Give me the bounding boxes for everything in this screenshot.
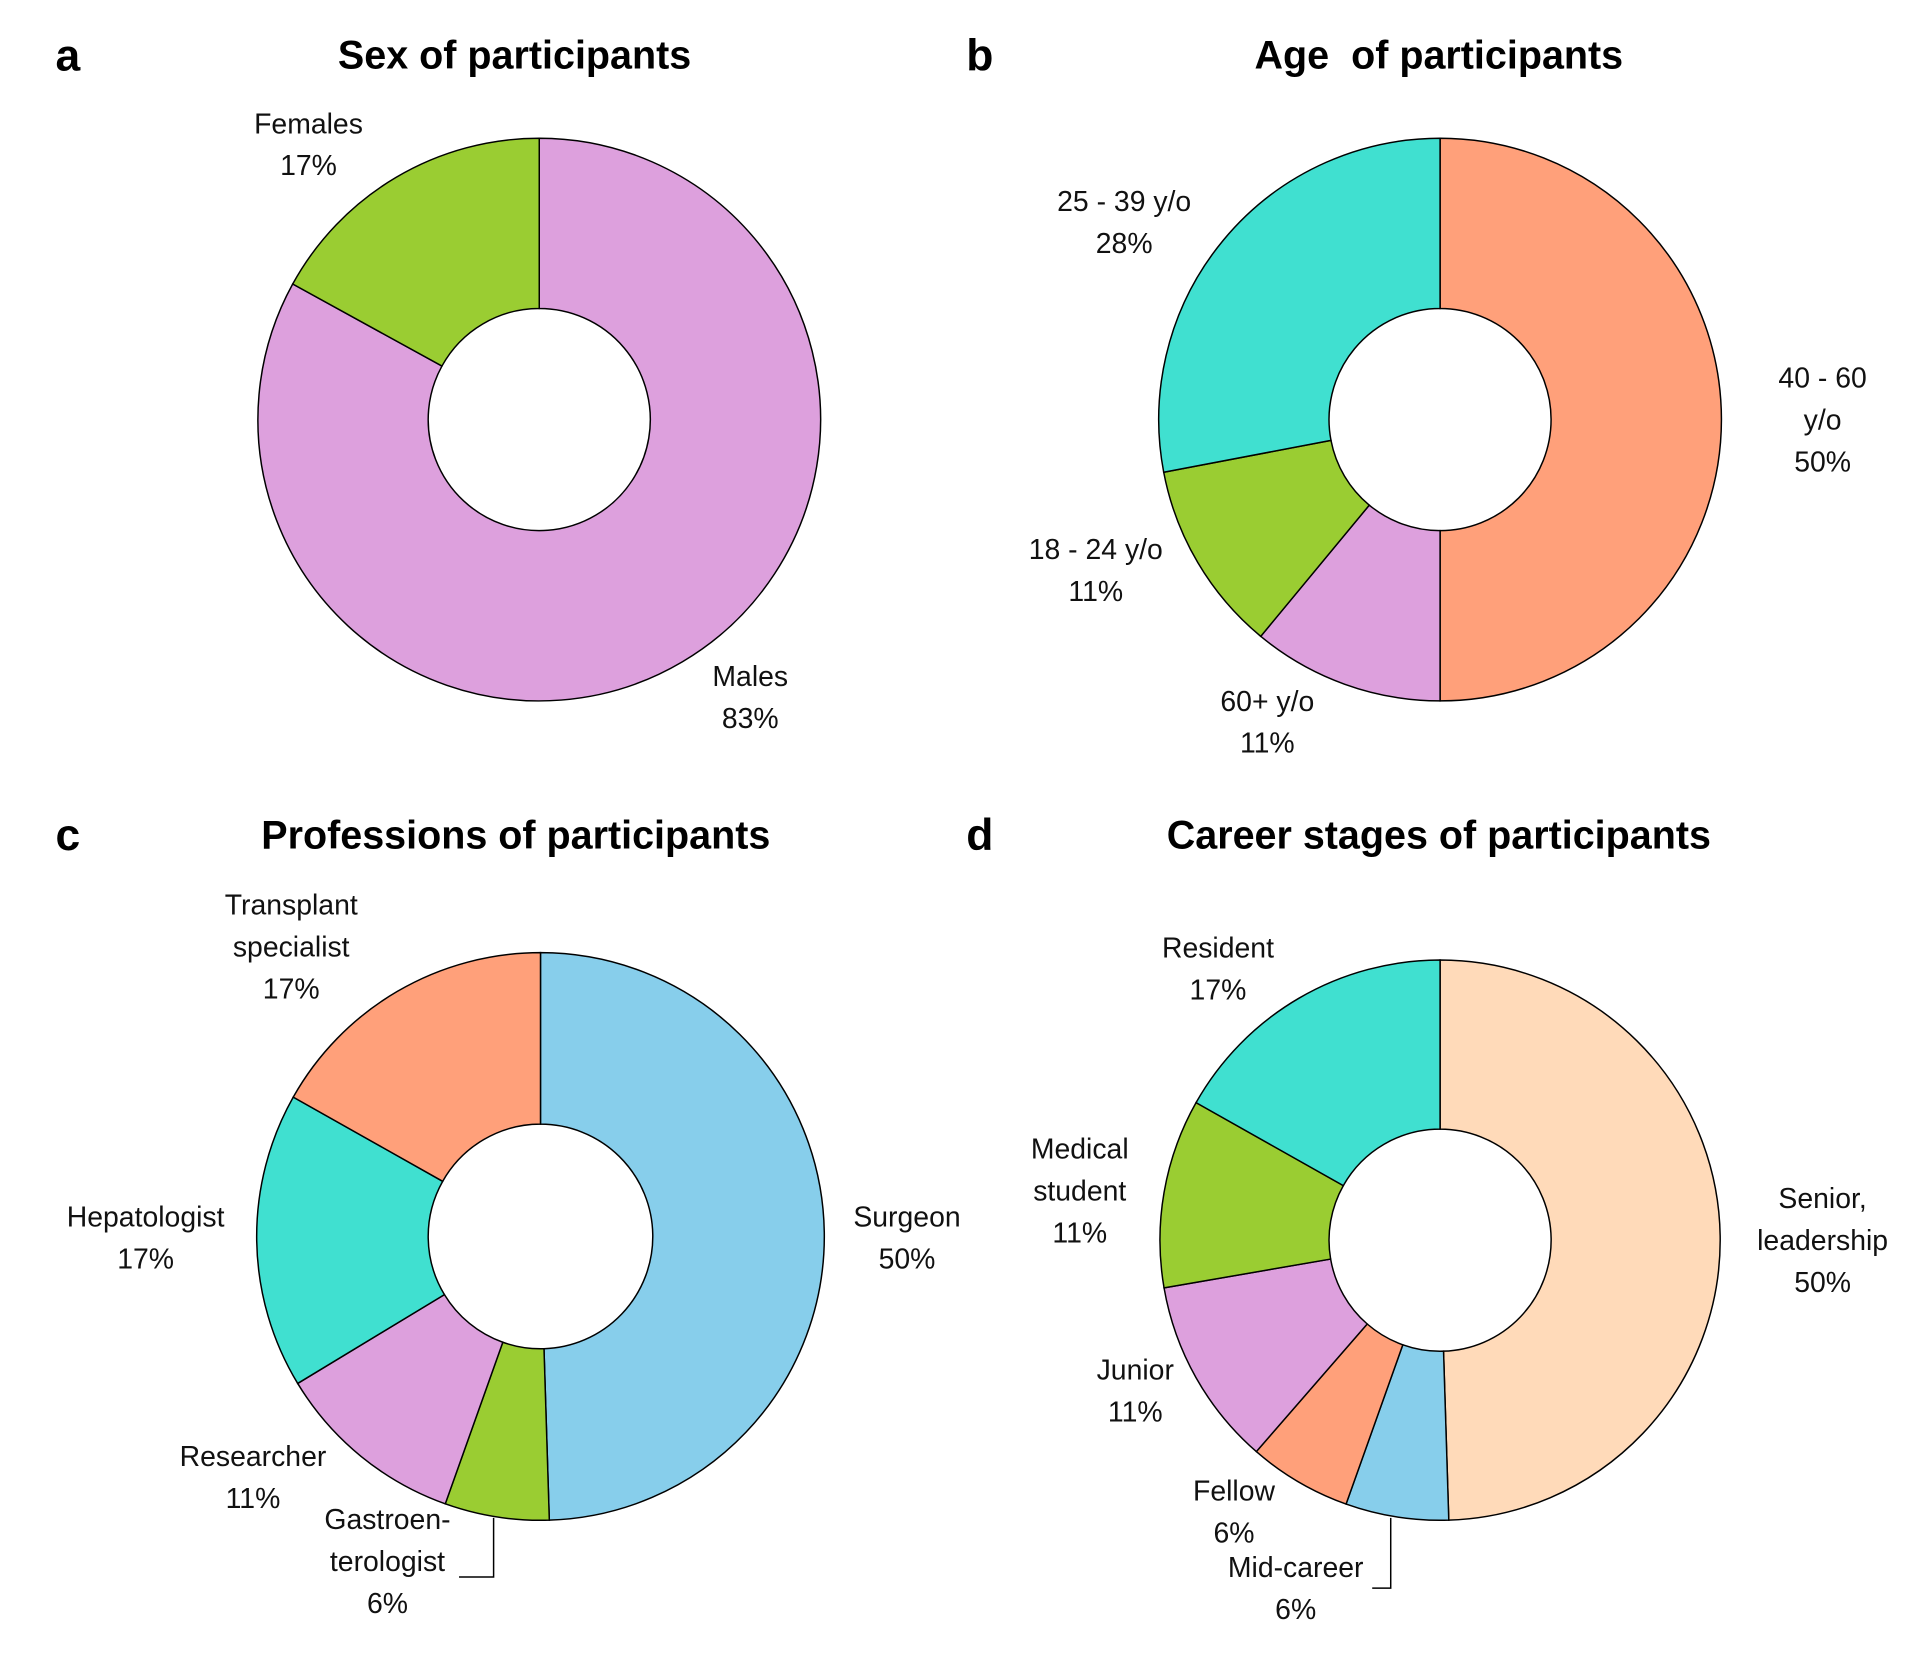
category-label: Junior (1096, 1353, 1174, 1386)
value-label: 17% (262, 972, 320, 1005)
category-label: Surgeon (853, 1200, 961, 1233)
value-label: 6% (366, 1586, 408, 1620)
slice-label: Transplant specialist 17% (225, 884, 358, 1010)
value-label: 6% (1275, 1593, 1317, 1626)
slice-label: Senior, leadership 50% (1757, 1177, 1888, 1303)
category-label: Fellow (1192, 1474, 1276, 1507)
slice (291, 137, 540, 368)
leader-line (1372, 1517, 1392, 1589)
category-label: Males (712, 660, 789, 693)
value-label: 17% (117, 1242, 175, 1275)
slice (1195, 959, 1441, 1187)
value-label: 11% (1068, 575, 1124, 608)
slice (296, 1293, 504, 1505)
slice (1159, 1101, 1345, 1289)
value-label: 28% (1095, 227, 1153, 260)
value-label: 11% (1052, 1216, 1108, 1249)
category-label: Medical student (1030, 1132, 1129, 1207)
category-label: Mid-career (1227, 1551, 1364, 1584)
value-label: 83% (721, 702, 779, 735)
panel-label: c (55, 809, 81, 861)
category-label: Hepatologist (66, 1200, 225, 1233)
chart-title: Career stages of participants (1166, 812, 1711, 858)
category-label: Gastroen- terologist (324, 1503, 451, 1578)
slice-label: Hepatologist 17% (67, 1196, 225, 1280)
slice-label: 60+ y/o 11% (1220, 680, 1314, 764)
value-label: 50% (878, 1242, 936, 1275)
leader-line (459, 1517, 495, 1578)
category-label: 40 - 60 y/o (1778, 361, 1867, 436)
chart-title: Sex of participants (337, 32, 692, 78)
slice-label: Resident 17% (1162, 927, 1274, 1011)
slice-label: 25 - 39 y/o 28% (1057, 180, 1191, 264)
slice (257, 137, 822, 702)
slice (1439, 137, 1723, 702)
category-label: Resident (1161, 931, 1274, 964)
slice-label: 18 - 24 y/o 11% (1029, 528, 1163, 612)
value-label: 50% (1794, 445, 1852, 478)
category-label: Females (254, 107, 363, 140)
slice-label: Junior 11% (1097, 1349, 1174, 1433)
value-label: 6% (1213, 1516, 1255, 1549)
slice (1162, 439, 1371, 638)
panel-label: b (966, 29, 994, 81)
slice (1157, 137, 1441, 474)
category-label: 25 - 39 y/o (1057, 185, 1192, 218)
slice-label: Surgeon 50% (853, 1196, 960, 1280)
slice (255, 1096, 446, 1385)
slice (292, 951, 542, 1183)
slice (1163, 1258, 1369, 1453)
category-label: 18 - 24 y/o (1028, 533, 1163, 566)
slice (1259, 504, 1441, 702)
category-label: Researcher (179, 1440, 327, 1473)
slice-label: Medical student 11% (1031, 1128, 1129, 1254)
chart-title: Age of participants (1254, 32, 1624, 78)
category-label: Senior, leadership (1757, 1182, 1889, 1257)
slice-label: Gastroen- terologist 6% (324, 1498, 450, 1624)
slice-label: Researcher 11% (180, 1435, 327, 1519)
value-label: 17% (1189, 973, 1247, 1006)
value-label: 11% (1107, 1395, 1163, 1428)
slice-label: Females 17% (254, 102, 363, 186)
value-label: 50% (1794, 1266, 1852, 1299)
value-label: 11% (1239, 726, 1295, 759)
slice-label: Males 83% (712, 655, 788, 739)
value-label: 11% (225, 1482, 281, 1515)
panel-label: d (966, 809, 994, 861)
category-label: 60+ y/o (1220, 684, 1315, 717)
slice-label: Mid-career 6% (1228, 1546, 1364, 1630)
chart-title: Professions of participants (261, 812, 771, 858)
panel-label: a (55, 29, 81, 81)
category-label: Transplant specialist (224, 888, 358, 963)
value-label: 17% (280, 149, 337, 182)
slice-label: Fellow 6% (1193, 1470, 1275, 1554)
slice-label: 40 - 60 y/o 50% (1771, 357, 1873, 483)
slice (539, 951, 826, 1521)
slice (1439, 959, 1721, 1521)
